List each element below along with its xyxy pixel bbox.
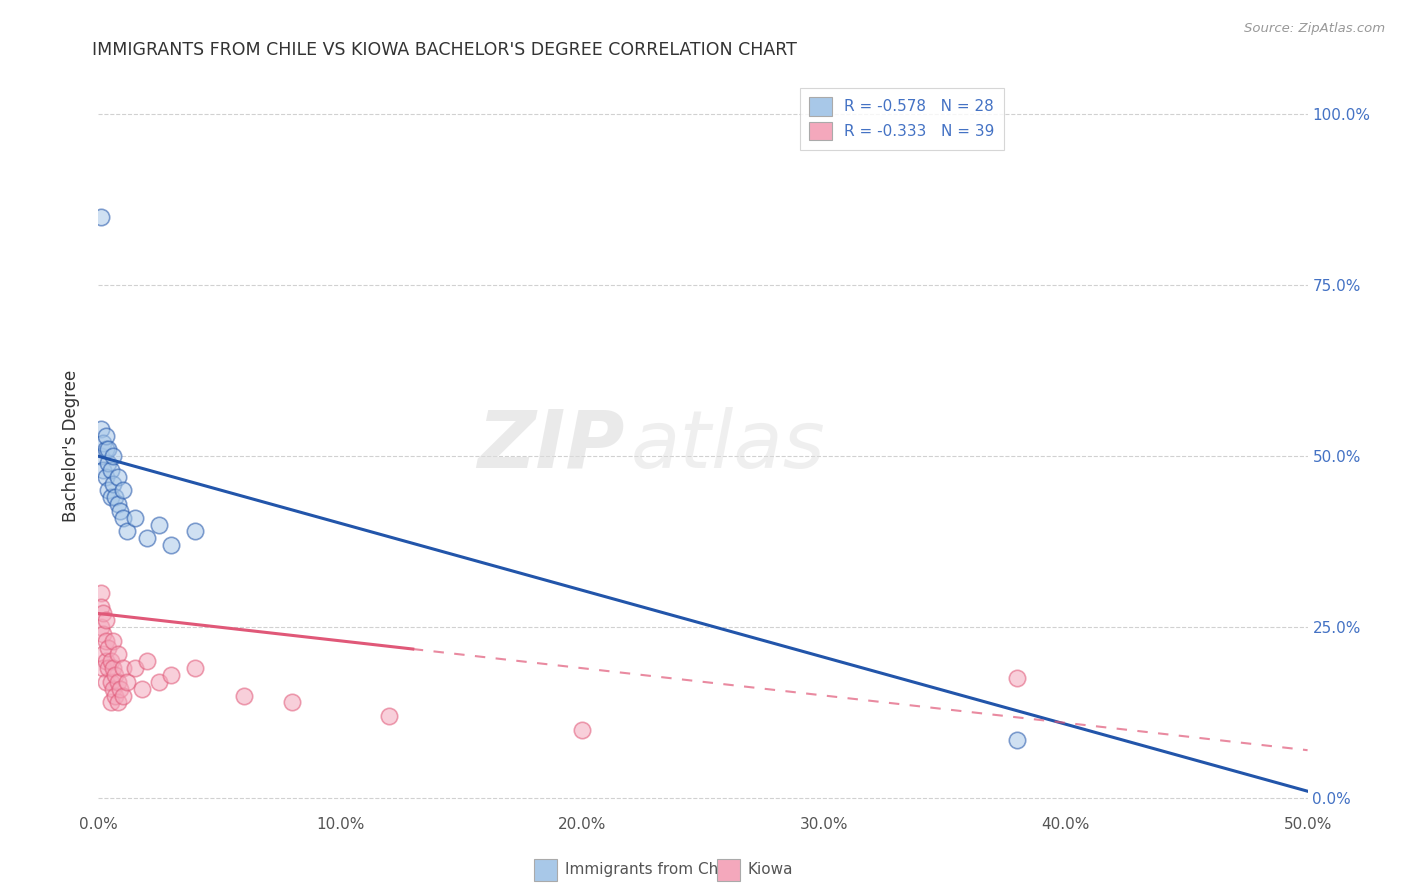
Point xyxy=(91,463,114,477)
Point xyxy=(91,661,114,675)
Point xyxy=(94,442,117,457)
Point xyxy=(107,674,129,689)
Point xyxy=(281,695,304,709)
Text: atlas: atlas xyxy=(630,407,825,485)
Point xyxy=(101,449,124,463)
Point xyxy=(1007,733,1029,747)
Point xyxy=(97,640,120,655)
Point xyxy=(135,654,157,668)
Point xyxy=(100,695,122,709)
Point xyxy=(94,613,117,627)
Y-axis label: Bachelor's Degree: Bachelor's Degree xyxy=(62,370,80,522)
Point xyxy=(100,490,122,504)
Point xyxy=(148,517,170,532)
Point xyxy=(90,422,112,436)
Point xyxy=(124,661,146,675)
Point xyxy=(184,661,207,675)
Point xyxy=(104,689,127,703)
Point xyxy=(94,469,117,483)
Point xyxy=(101,476,124,491)
Point xyxy=(111,510,134,524)
Point xyxy=(90,449,112,463)
Point xyxy=(101,661,124,675)
Point xyxy=(91,607,114,621)
Legend: R = -0.578   N = 28, R = -0.333   N = 39: R = -0.578 N = 28, R = -0.333 N = 39 xyxy=(800,88,1004,150)
Text: Kiowa: Kiowa xyxy=(748,863,793,877)
Point xyxy=(160,538,183,552)
Point xyxy=(108,681,131,696)
Point xyxy=(104,668,127,682)
Point xyxy=(101,681,124,696)
Point xyxy=(90,210,112,224)
Point xyxy=(111,661,134,675)
Point xyxy=(97,442,120,457)
Text: IMMIGRANTS FROM CHILE VS KIOWA BACHELOR'S DEGREE CORRELATION CHART: IMMIGRANTS FROM CHILE VS KIOWA BACHELOR'… xyxy=(93,41,797,59)
Point xyxy=(94,654,117,668)
Point xyxy=(100,463,122,477)
Point xyxy=(571,723,593,737)
Point xyxy=(91,627,114,641)
Point xyxy=(91,435,114,450)
Point xyxy=(160,668,183,682)
Point xyxy=(135,531,157,545)
Point xyxy=(90,586,112,600)
Point xyxy=(94,674,117,689)
Point xyxy=(104,490,127,504)
Point xyxy=(94,429,117,443)
Point xyxy=(91,648,114,662)
Point xyxy=(94,633,117,648)
Point xyxy=(184,524,207,539)
Point xyxy=(97,483,120,498)
Point xyxy=(107,469,129,483)
Point xyxy=(107,648,129,662)
Point xyxy=(100,654,122,668)
Point xyxy=(101,633,124,648)
Point xyxy=(131,681,153,696)
Point xyxy=(117,524,139,539)
Text: Source: ZipAtlas.com: Source: ZipAtlas.com xyxy=(1244,22,1385,36)
Point xyxy=(124,510,146,524)
Point xyxy=(100,674,122,689)
Point xyxy=(117,674,139,689)
Point xyxy=(111,483,134,498)
Text: ZIP: ZIP xyxy=(477,407,624,485)
Point xyxy=(377,709,399,723)
Point xyxy=(90,599,112,614)
Point xyxy=(232,689,254,703)
Text: Immigrants from Chile: Immigrants from Chile xyxy=(565,863,737,877)
Point xyxy=(97,456,120,470)
Point xyxy=(111,689,134,703)
Point xyxy=(90,620,112,634)
Point xyxy=(108,504,131,518)
Point xyxy=(107,497,129,511)
Point xyxy=(148,674,170,689)
Point xyxy=(1007,672,1029,686)
Point xyxy=(107,695,129,709)
Point xyxy=(97,661,120,675)
